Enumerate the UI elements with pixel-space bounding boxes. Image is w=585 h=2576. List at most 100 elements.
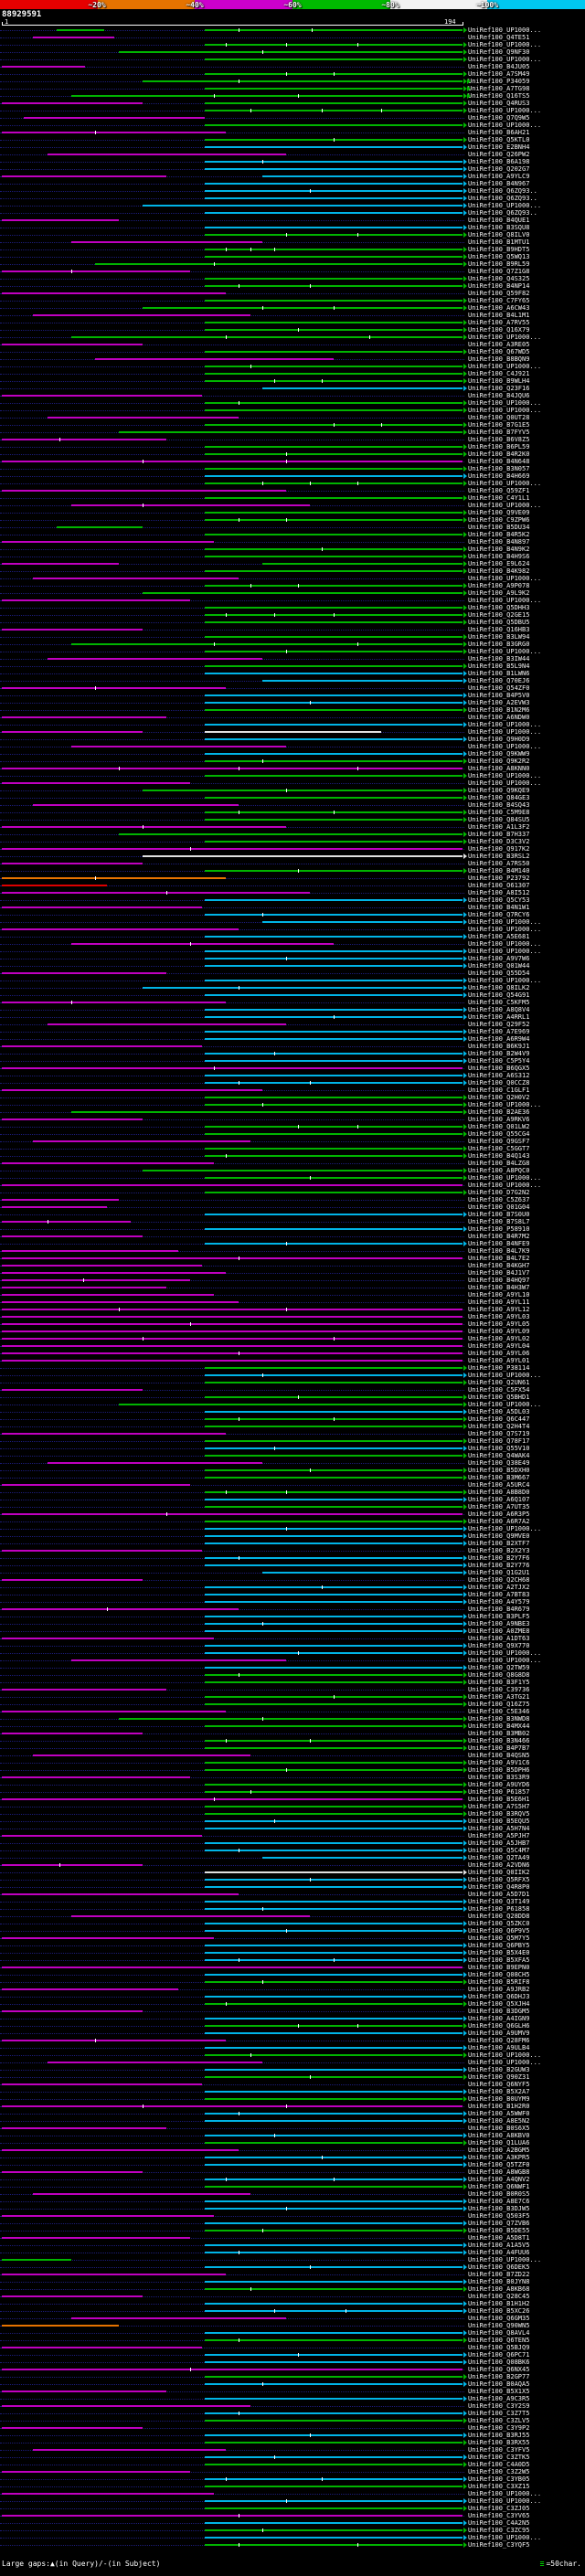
- hit-accession-label[interactable]: UniRef100_Q8G8D8: [468, 1671, 530, 1679]
- hit-accession-label[interactable]: UniRef100_O61307: [468, 882, 530, 889]
- hit-accession-label[interactable]: UniRef100_Q5BHD1: [468, 1394, 530, 1401]
- alignment-bar[interactable]: [204, 2069, 463, 2071]
- hit-accession-label[interactable]: UniRef100_A9JRB2: [468, 1986, 530, 1993]
- alignment-bar[interactable]: [204, 197, 463, 199]
- alignment-bar[interactable]: [204, 44, 463, 46]
- alignment-bar[interactable]: [2, 892, 310, 894]
- alignment-bar[interactable]: [204, 2252, 463, 2253]
- hit-accession-label[interactable]: UniRef100_Q7Q9W5: [468, 114, 530, 122]
- alignment-bar[interactable]: [204, 2529, 463, 2531]
- alignment-bar[interactable]: [2, 2215, 215, 2217]
- hit-accession-label[interactable]: UniRef100_UP1000...: [468, 27, 542, 34]
- hit-accession-label[interactable]: UniRef100_UP1000...: [468, 41, 542, 48]
- hit-accession-label[interactable]: UniRef100_Q2H0V2: [468, 1094, 530, 1101]
- alignment-bar[interactable]: [204, 1586, 463, 1588]
- hit-accession-label[interactable]: UniRef100_Q8ILK2: [468, 984, 530, 991]
- hit-accession-label[interactable]: UniRef100_Q01W44: [468, 962, 530, 970]
- alignment-bar[interactable]: [204, 1214, 463, 1215]
- alignment-bar[interactable]: [2, 1484, 191, 1486]
- hit-accession-label[interactable]: UniRef100_A5D8T1: [468, 2234, 530, 2242]
- hit-accession-label[interactable]: UniRef100_A8I512: [468, 889, 530, 896]
- alignment-bar[interactable]: [204, 2522, 463, 2524]
- hit-accession-label[interactable]: UniRef100_A6CW43: [468, 304, 530, 312]
- hit-accession-label[interactable]: UniRef100_Q6ZQ93..: [468, 187, 537, 195]
- hit-accession-label[interactable]: UniRef100_C5GGT7: [468, 1145, 530, 1152]
- hit-accession-label[interactable]: UniRef100_B4JU05: [468, 63, 530, 70]
- hit-accession-label[interactable]: UniRef100_Q4RUS3: [468, 100, 530, 107]
- hit-accession-label[interactable]: UniRef100_B4K982: [468, 567, 530, 575]
- hit-accession-label[interactable]: UniRef100_Q01LW2: [468, 1123, 530, 1130]
- alignment-bar[interactable]: [118, 1718, 463, 1720]
- hit-accession-label[interactable]: UniRef100_Q0UT28: [468, 414, 530, 421]
- hit-accession-label[interactable]: UniRef100_Q55CG4: [468, 1130, 530, 1138]
- alignment-bar[interactable]: [143, 855, 463, 857]
- alignment-bar[interactable]: [94, 358, 334, 360]
- hit-accession-label[interactable]: UniRef100_Q28FM6: [468, 2037, 530, 2044]
- hit-accession-label[interactable]: UniRef100_A8B8D0: [468, 1489, 530, 1496]
- hit-accession-label[interactable]: UniRef100_Q2TW59: [468, 1664, 530, 1671]
- hit-accession-label[interactable]: UniRef100_UP1000...: [468, 918, 542, 926]
- hit-accession-label[interactable]: UniRef100_Q08CH5: [468, 1971, 530, 1978]
- alignment-bar[interactable]: [143, 1170, 463, 1171]
- alignment-bar[interactable]: [204, 278, 463, 280]
- hit-accession-label[interactable]: UniRef100_B5E6H1: [468, 1796, 530, 1803]
- hit-accession-label[interactable]: UniRef100_B6AH21: [468, 129, 530, 136]
- hit-accession-label[interactable]: UniRef100_Q08BK6: [468, 2359, 530, 2366]
- alignment-bar[interactable]: [70, 1111, 463, 1113]
- alignment-bar[interactable]: [2, 2390, 167, 2392]
- hit-accession-label[interactable]: UniRef100_A8E7C6: [468, 2198, 530, 2205]
- hit-accession-label[interactable]: UniRef100_Q0CCZ8: [468, 1079, 530, 1087]
- alignment-bar[interactable]: [2, 2493, 215, 2495]
- alignment-bar[interactable]: [204, 760, 463, 762]
- alignment-bar[interactable]: [204, 2208, 463, 2210]
- alignment-bar[interactable]: [204, 110, 463, 111]
- alignment-bar[interactable]: [2, 1265, 203, 1267]
- hit-accession-label[interactable]: UniRef100_C4A2N5: [468, 2519, 530, 2527]
- alignment-bar[interactable]: [57, 29, 105, 31]
- alignment-bar[interactable]: [204, 190, 463, 192]
- hit-accession-label[interactable]: UniRef100_B5X1X5: [468, 2388, 530, 2395]
- hit-accession-label[interactable]: UniRef100_P23792: [468, 875, 530, 882]
- alignment-bar[interactable]: [204, 2339, 463, 2341]
- hit-accession-label[interactable]: UniRef100_B3LW94: [468, 633, 530, 641]
- alignment-bar[interactable]: [204, 2244, 463, 2246]
- hit-accession-label[interactable]: UniRef100_A9C3R5: [468, 2395, 530, 2402]
- alignment-bar[interactable]: [47, 2062, 262, 2063]
- hit-accession-label[interactable]: UniRef100_C5FX54: [468, 1386, 530, 1394]
- hit-accession-label[interactable]: UniRef100_A1L3F2: [468, 823, 530, 831]
- alignment-bar[interactable]: [204, 2098, 463, 2100]
- alignment-bar[interactable]: [2, 66, 86, 68]
- hit-accession-label[interactable]: UniRef100_B5X4E0: [468, 1949, 530, 1956]
- hit-accession-label[interactable]: UniRef100_A6R3P5: [468, 1511, 530, 1518]
- hit-accession-label[interactable]: UniRef100_A0ZME8: [468, 1627, 530, 1635]
- hit-accession-label[interactable]: UniRef100_Q55D54: [468, 970, 530, 977]
- hit-accession-label[interactable]: UniRef100_B4N1W1: [468, 904, 530, 911]
- hit-accession-label[interactable]: UniRef100_Q6NYF5: [468, 2081, 530, 2088]
- alignment-bar[interactable]: [2, 972, 167, 974]
- alignment-bar[interactable]: [204, 1075, 463, 1076]
- alignment-bar[interactable]: [204, 409, 463, 411]
- alignment-bar[interactable]: [204, 2544, 463, 2546]
- alignment-bar[interactable]: [2, 132, 227, 133]
- alignment-bar[interactable]: [32, 804, 239, 806]
- hit-accession-label[interactable]: UniRef100_B4SQ43: [468, 801, 530, 809]
- hit-accession-label[interactable]: UniRef100_Q4R8P0: [468, 1883, 530, 1891]
- alignment-bar[interactable]: [204, 1177, 463, 1179]
- alignment-bar[interactable]: [2, 2405, 250, 2407]
- hit-accession-label[interactable]: UniRef100_UP1000...: [468, 1174, 542, 1182]
- alignment-bar[interactable]: [2, 1733, 144, 1734]
- hit-accession-label[interactable]: UniRef100_A9YL04: [468, 1342, 530, 1350]
- hit-accession-label[interactable]: UniRef100_P34059: [468, 78, 530, 85]
- alignment-bar[interactable]: [2, 1937, 215, 1939]
- alignment-bar[interactable]: [204, 870, 463, 872]
- hit-accession-label[interactable]: UniRef100_A9V1C6: [468, 1759, 530, 1766]
- alignment-bar[interactable]: [2, 599, 191, 601]
- alignment-bar[interactable]: [204, 1747, 463, 1749]
- alignment-bar[interactable]: [204, 1725, 463, 1727]
- hit-accession-label[interactable]: UniRef100_B6PL59: [468, 443, 530, 451]
- alignment-bar[interactable]: [2, 2010, 144, 2012]
- hit-accession-label[interactable]: UniRef100_B0JYN8: [468, 2278, 530, 2285]
- hit-accession-label[interactable]: UniRef100_Q5DBU5: [468, 619, 530, 626]
- hit-accession-label[interactable]: UniRef100_A7RV55: [468, 319, 530, 326]
- hit-accession-label[interactable]: UniRef100_B3S3R9: [468, 1774, 530, 1781]
